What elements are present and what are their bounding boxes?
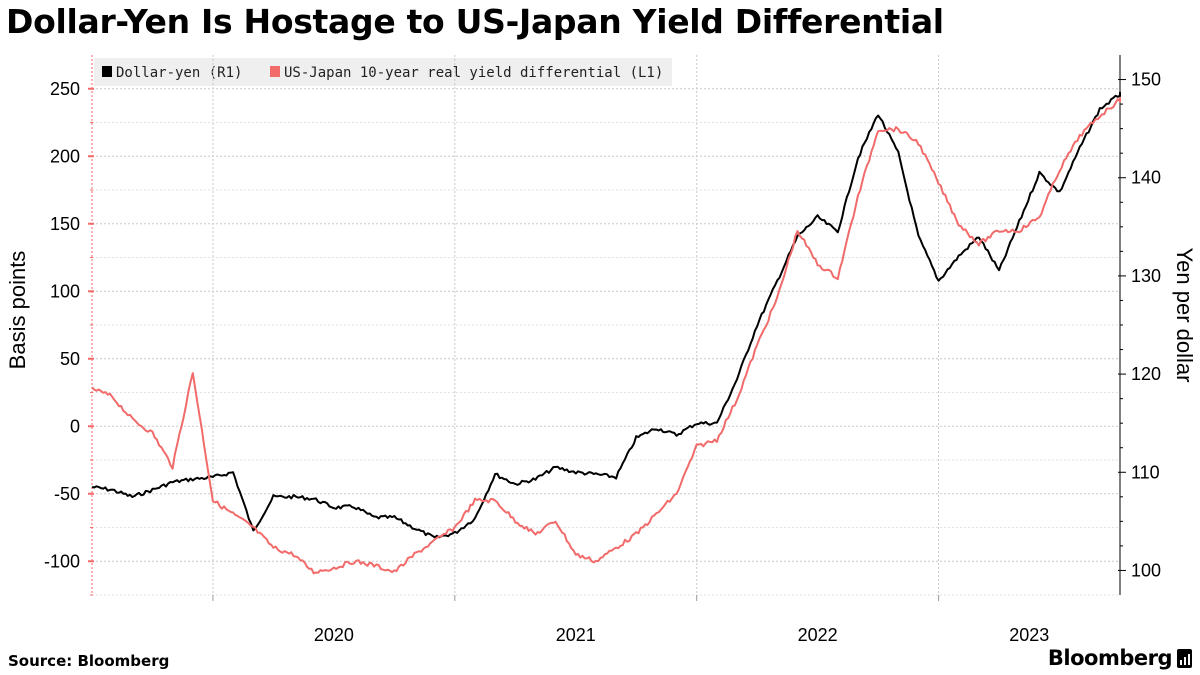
legend-swatch-yield-differential — [270, 66, 280, 77]
legend-label-dollar-yen: Dollar-yen (R1) — [116, 65, 242, 81]
right-tick-label: 110 — [1131, 462, 1160, 482]
left-tick-label: -100 — [44, 551, 80, 571]
right-axis-label: Yen per dollar — [1172, 248, 1197, 383]
right-tick-label: 150 — [1131, 70, 1161, 90]
x-tick-label: 2022 — [798, 625, 838, 645]
legend-background — [94, 58, 672, 86]
chart-title: Dollar-Yen Is Hostage to US-Japan Yield … — [6, 2, 944, 41]
left-tick-label: 150 — [50, 214, 80, 234]
bloomberg-terminal-icon — [1177, 648, 1192, 668]
legend-swatch-dollar-yen — [102, 66, 112, 77]
left-tick-label: 250 — [50, 79, 80, 99]
right-tick-label: 140 — [1131, 168, 1161, 188]
left-axis-label: Basis points — [5, 251, 30, 370]
series-lines — [91, 91, 1121, 575]
x-tick-label: 2020 — [314, 625, 354, 645]
left-tick-label: 0 — [70, 416, 80, 436]
gridlines — [92, 55, 1120, 596]
left-tick-label: 200 — [50, 146, 80, 166]
source-note: Source: Bloomberg — [8, 652, 170, 670]
right-tick-label: 120 — [1131, 364, 1161, 384]
brand: Bloomberg — [1048, 646, 1192, 670]
x-tick-label: 2023 — [1009, 625, 1049, 645]
right-tick-label: 130 — [1131, 266, 1161, 286]
right-tick-label: 100 — [1131, 560, 1161, 580]
left-tick-label: 100 — [50, 281, 80, 301]
brand-name: Bloomberg — [1047, 646, 1173, 670]
left-tick-label: 50 — [60, 349, 80, 369]
series-line-dollar-yen — [91, 91, 1121, 539]
left-tick-label: -50 — [54, 484, 80, 504]
legend-label-yield-differential: US-Japan 10-year real yield differential… — [284, 65, 663, 81]
x-tick-label: 2021 — [556, 625, 596, 645]
series-line-yield-differential — [91, 97, 1121, 575]
axes: 2020 2021 2022 2023 250 200 150 100 50 0 -50 -100 15… — [44, 55, 1161, 645]
